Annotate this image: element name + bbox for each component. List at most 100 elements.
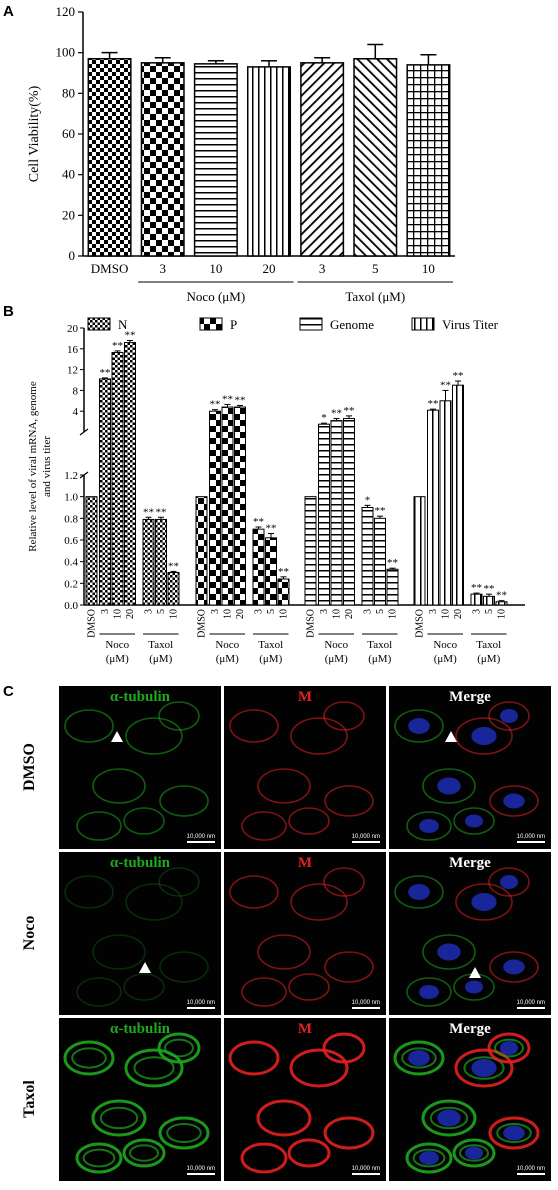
significance-label: ** (143, 506, 154, 518)
cell-outline (394, 875, 444, 909)
cell-outline (422, 768, 476, 804)
bar-1-6 (277, 578, 290, 606)
scale-bar-label: 10,000 nm (351, 1166, 380, 1172)
cell-outline (453, 807, 495, 835)
nucleus (419, 985, 439, 999)
scale-bar-label: 10,000 nm (186, 1000, 215, 1006)
filament (463, 1056, 505, 1080)
group-label-0: Noco (μM) (187, 289, 246, 304)
y-tick-label: 1.0 (64, 492, 78, 504)
x-tick-label: 10 (388, 609, 399, 619)
x-tick-label: DMSO (306, 609, 317, 638)
nucleus (500, 875, 518, 889)
cell-outline (159, 951, 209, 983)
x-tick-label: 10 (422, 261, 435, 276)
bar-3-5 (483, 595, 495, 606)
scale-bar-line (516, 841, 545, 843)
y-tick-label: 0.2 (64, 578, 78, 590)
cell-outline (323, 1116, 375, 1150)
cell-outline (228, 1040, 280, 1076)
group-label: Taxol (148, 639, 173, 651)
channel-label: α-tubulin (109, 1021, 171, 1037)
filament (429, 1106, 469, 1130)
cell-outline (489, 951, 539, 983)
cell-outline (324, 785, 374, 817)
cell-outline (76, 977, 122, 1007)
chart-a-cell-viability: 0 20 40 60 80 100 120 Cell Viability(%) DMSO 3 10 2… (27, 4, 455, 304)
cell-outline (241, 811, 287, 841)
cell-texture (393, 1032, 540, 1174)
channel-label: M (297, 1021, 313, 1037)
cell-outline (158, 1116, 210, 1150)
nucleus (408, 884, 430, 900)
x-tick-label: 20 (453, 609, 464, 619)
bar-2-0 (304, 496, 317, 606)
filament (164, 1038, 194, 1058)
significance-label: ** (168, 560, 179, 572)
group-label: Noco (105, 639, 129, 651)
bar-3-1 (427, 409, 439, 606)
channel-label: M (297, 689, 313, 705)
nucleus (437, 777, 461, 795)
x-tick-label: 10 (497, 609, 508, 619)
significance-label: ** (331, 407, 342, 419)
bar-3-0 (413, 496, 426, 606)
panel-letter-a: A (3, 3, 14, 20)
cell-texture (228, 1032, 375, 1174)
x-tick-label: 10 (223, 609, 234, 619)
y-tick-label: 40 (62, 167, 75, 182)
group-label: Noco (433, 639, 457, 651)
cell-texture (394, 867, 539, 1007)
significance-label: ** (278, 566, 289, 578)
scale-bar-label: 10,000 nm (516, 1000, 545, 1006)
cell-outline (394, 709, 444, 743)
significance-label: ** (428, 398, 439, 410)
nucleus (465, 1146, 483, 1160)
scale-bar-label: 10,000 nm (516, 1166, 545, 1172)
cell-outline (64, 709, 114, 743)
micrograph-dmso-2: Merge 10,000 nm (389, 686, 551, 849)
bar-0-3 (124, 342, 136, 606)
row-label-taxol: Taxol (21, 1079, 38, 1118)
legend-label-2: Genome (330, 317, 374, 332)
significance-label: ** (253, 516, 264, 528)
significance-label: ** (222, 393, 233, 405)
group-label: Taxol (258, 639, 283, 651)
y-tick-label: 0.8 (64, 513, 78, 525)
bar-0-4 (142, 518, 155, 606)
legend-label-0: N (118, 317, 128, 332)
filament (99, 1106, 139, 1130)
significance-label: ** (453, 370, 464, 382)
panel-letter-c: C (3, 683, 14, 700)
y-axis-label: Cell Viability(%) (27, 85, 42, 182)
significance-label: ** (471, 582, 482, 594)
arrowhead-marker (469, 967, 481, 978)
y-tick-label: 1.2 (64, 470, 78, 482)
cell-outline (290, 883, 348, 921)
channel-label: Merge (449, 689, 491, 705)
bar-0-2 (111, 351, 124, 606)
bar-3 (246, 66, 292, 257)
y-tick-label: 120 (56, 4, 76, 19)
x-tick-label: 20 (235, 609, 246, 619)
bar-2-6 (386, 568, 399, 606)
channel-label: Merge (449, 855, 491, 871)
bar-4 (300, 62, 345, 257)
filament (71, 1047, 107, 1069)
micrograph-taxol-2: Merge 10,000 nm (389, 1018, 551, 1181)
significance-label: ** (156, 506, 167, 518)
scale-bar: 10,000 nm (186, 834, 215, 843)
significance-label: ** (210, 399, 221, 411)
arrowhead-marker (111, 731, 123, 742)
cell-outline (63, 1040, 115, 1076)
x-tick-label: 20 (125, 609, 136, 619)
panel-c-microscopy-grid: DMSO α-tubulin 10,000 nm M 10,000 nm Merge 10,… (0, 684, 558, 1190)
significance-label: ** (387, 557, 398, 569)
cell-outline (257, 934, 311, 970)
scale-bar-line (516, 1007, 545, 1009)
scale-bar-line (186, 1173, 215, 1175)
cell-outline (405, 1142, 453, 1174)
cell-outline (92, 934, 146, 970)
cell-outline (125, 717, 183, 755)
group-label: (μM) (149, 653, 172, 665)
